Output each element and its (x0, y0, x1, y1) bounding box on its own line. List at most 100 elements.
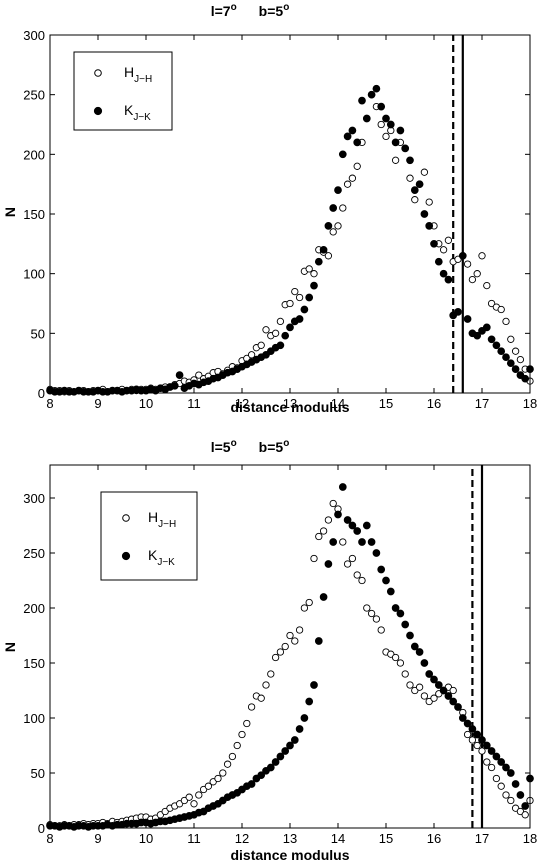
y-tick-label: 150 (23, 656, 45, 671)
point-k (348, 521, 357, 530)
point-k (410, 186, 419, 194)
point-k (511, 365, 520, 373)
point-h (382, 132, 390, 141)
point-k (266, 763, 275, 772)
bottom-legend-k: KJ−K (148, 547, 175, 568)
x-tick-label: 11 (187, 396, 201, 411)
point-h (295, 626, 304, 634)
point-k (319, 593, 328, 601)
point-k (463, 719, 472, 728)
x-tick-label: 15 (379, 831, 393, 846)
x-tick-label: 10 (139, 396, 153, 411)
point-k (468, 725, 477, 733)
x-tick-label: 11 (187, 831, 201, 846)
point-k (482, 323, 491, 332)
point-h (228, 752, 237, 761)
point-k (454, 703, 462, 711)
point-h (281, 642, 289, 651)
bottom-legend-k-sub: J−K (157, 557, 175, 568)
point-h (358, 576, 366, 585)
point-k (502, 763, 510, 772)
y-tick-label: 100 (23, 711, 45, 726)
point-k (401, 620, 410, 629)
y-tick-label: 300 (23, 28, 45, 43)
point-h (324, 516, 333, 524)
point-h (185, 793, 193, 801)
point-h (463, 730, 472, 739)
point-k (473, 730, 482, 739)
point-h (516, 355, 525, 364)
point-k (276, 752, 285, 761)
top-plot-frame (49, 34, 531, 394)
point-k (516, 791, 525, 799)
top-reference-lines (452, 35, 464, 393)
bottom-ylabel: N (2, 642, 18, 652)
point-k (506, 769, 515, 777)
point-h (425, 198, 433, 206)
point-k (396, 609, 405, 618)
point-k (420, 659, 429, 667)
point-k (367, 90, 376, 99)
point-k (310, 681, 318, 689)
point-k (434, 257, 443, 266)
point-h (271, 653, 280, 662)
point-h (291, 637, 299, 645)
point-k (348, 126, 357, 135)
x-tick-label: 16 (427, 396, 441, 411)
point-h (257, 694, 265, 702)
point-k (406, 156, 414, 165)
top-legend-k-name: K (124, 102, 134, 118)
x-tick-label: 17 (475, 396, 489, 411)
point-k (338, 483, 347, 491)
x-tick-label: 18 (523, 831, 537, 846)
y-tick-label: 100 (23, 267, 45, 282)
top-title-b-sup: o (283, 2, 289, 13)
point-k (367, 538, 376, 546)
point-k (458, 714, 467, 722)
y-tick-label: 0 (38, 821, 45, 836)
point-k (420, 210, 429, 218)
point-h (463, 260, 472, 268)
bottom-legend-k-name: K (148, 547, 158, 563)
point-h (391, 156, 400, 164)
point-k (487, 335, 496, 344)
top-legend-marker-h (94, 69, 102, 77)
point-h (238, 730, 246, 739)
top-legend-k-sub: J−K (133, 112, 151, 123)
point-k (353, 527, 362, 535)
point-h (502, 317, 510, 326)
point-k (430, 239, 438, 248)
point-h (420, 168, 429, 176)
top-legend: HJ−H KJ−K (73, 51, 173, 131)
point-h (271, 329, 280, 337)
point-k (444, 692, 453, 700)
point-k (362, 114, 371, 123)
point-h (276, 317, 285, 326)
point-h (487, 763, 496, 772)
point-h (411, 196, 419, 204)
point-h (449, 686, 457, 695)
point-h (478, 747, 486, 755)
y-tick-label: 0 (38, 386, 45, 401)
point-h (439, 246, 448, 254)
point-k (482, 741, 491, 750)
point-k (305, 293, 314, 302)
point-h (300, 604, 309, 612)
point-h (497, 782, 505, 790)
bottom-plot-frame (49, 464, 531, 829)
point-k (300, 305, 309, 314)
point-h (420, 692, 429, 700)
point-k (439, 686, 448, 695)
top-title-l: l=7 (211, 3, 231, 19)
point-k (314, 257, 323, 266)
bottom-legend: HJ−H KJ−K (100, 491, 198, 581)
x-tick-label: 14 (331, 396, 345, 411)
point-k (170, 381, 179, 390)
point-k (310, 281, 318, 290)
y-tick-label: 200 (23, 601, 45, 616)
point-k (290, 736, 299, 744)
point-k (377, 102, 386, 111)
point-k (247, 780, 256, 788)
point-k (329, 538, 338, 546)
point-h (310, 270, 318, 278)
